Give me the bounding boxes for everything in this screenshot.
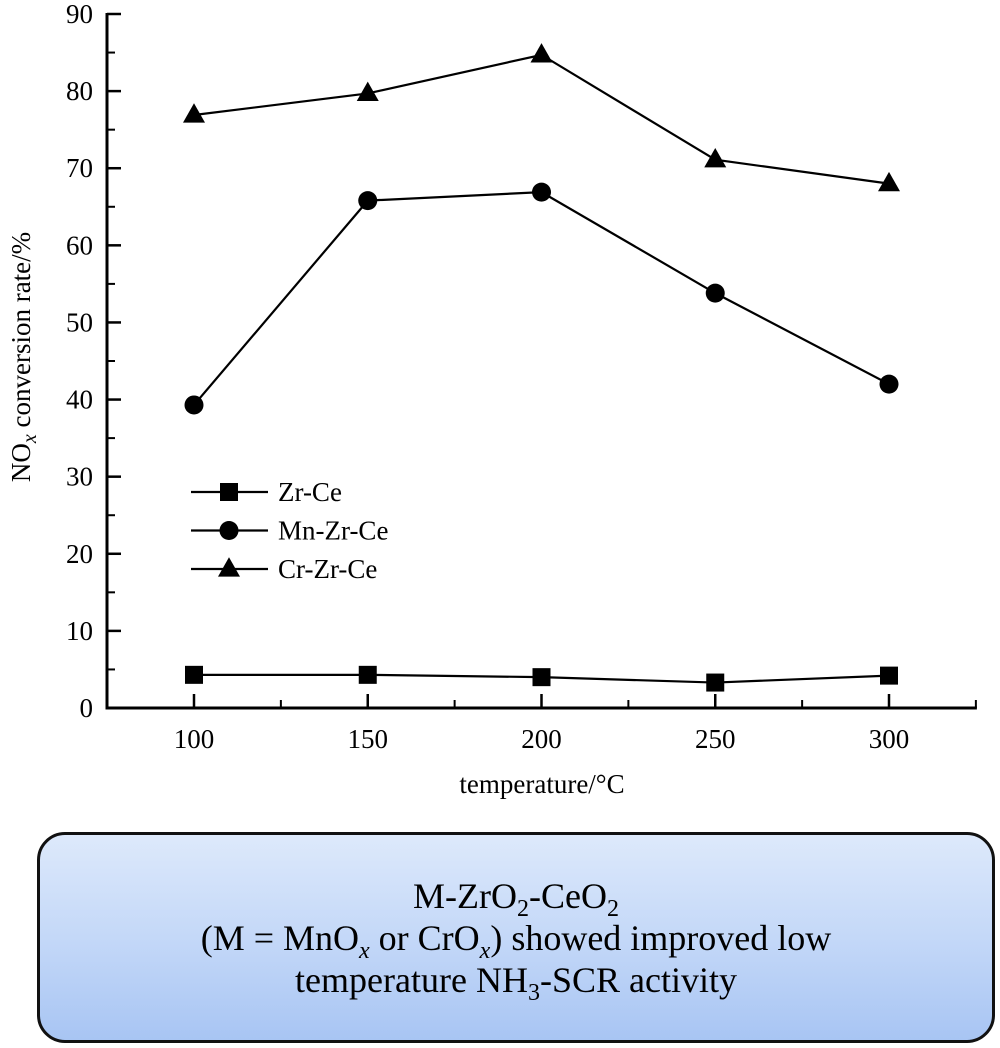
summary-subscript-italic: x xyxy=(479,937,491,964)
circle-marker xyxy=(532,182,551,202)
legend-label: Zr-Ce xyxy=(278,477,342,507)
y-tick-label: 90 xyxy=(66,0,93,29)
circle-marker xyxy=(184,395,204,415)
circle-marker xyxy=(358,191,378,211)
x-tick-label: 100 xyxy=(174,724,215,754)
summary-text: -SCR activity xyxy=(539,959,737,1000)
x-tick-label: 250 xyxy=(695,724,736,754)
x-axis-title: temperature/°C xyxy=(459,769,624,799)
triangle-marker xyxy=(530,43,553,63)
y-axis-title: NOx conversion rate/% xyxy=(6,232,41,482)
summary-subscript: 2 xyxy=(606,895,619,922)
summary-text: ) showed improved low xyxy=(490,917,832,958)
x-tick-label: 150 xyxy=(348,724,389,754)
triangle-marker xyxy=(183,103,205,123)
y-axis-title-subscript: x xyxy=(19,434,41,444)
legend-square-icon xyxy=(220,483,238,501)
legend-label: Cr-Zr-Ce xyxy=(278,554,377,584)
y-tick-label: 0 xyxy=(80,693,94,723)
summary-text: M-ZrO xyxy=(413,875,517,916)
summary-subscript: x xyxy=(480,938,491,964)
triangle-marker xyxy=(356,81,379,102)
summary-text: (M = MnO xyxy=(200,917,360,958)
legend-item: Zr-Ce xyxy=(191,477,342,507)
y-tick-label: 20 xyxy=(66,539,93,569)
x-tick-label: 300 xyxy=(869,724,910,754)
series-zr-ce xyxy=(185,665,898,692)
summary-subscript-italic: x xyxy=(359,937,370,964)
y-tick-label: 10 xyxy=(66,616,93,646)
series-cr-zr-ce xyxy=(183,43,900,192)
square-marker xyxy=(185,665,203,684)
y-tick-label: 30 xyxy=(66,462,93,492)
y-axis-title-prefix: NO xyxy=(6,443,36,482)
summary-line-2: (M = MnOx or CrOx) showed improved low xyxy=(200,917,832,963)
circle-marker xyxy=(705,283,725,303)
y-tick-label: 60 xyxy=(66,230,93,260)
legend-item: Mn-Zr-Ce xyxy=(191,516,388,546)
summary-text: temperature NH xyxy=(295,959,528,1000)
square-marker xyxy=(706,673,725,692)
series-line xyxy=(193,191,890,406)
square-marker xyxy=(358,665,377,684)
circle-marker xyxy=(879,374,899,394)
legend-item: Cr-Zr-Ce xyxy=(191,554,377,584)
summary-text: -CeO xyxy=(529,875,607,916)
summary-subscript: 2 xyxy=(517,895,529,922)
summary-text: or CrO xyxy=(369,917,480,958)
y-ticks: 0 10 20 30 40 50 60 70 80 90 xyxy=(66,0,121,723)
y-tick-label: 50 xyxy=(66,307,93,337)
axes: 0 10 20 30 40 50 60 70 80 90 100 150 200 250 300 xyxy=(66,0,977,754)
legend: Zr-Ce Mn-Zr-Ce Cr-Zr-Ce xyxy=(191,477,388,584)
summary-subscript: x xyxy=(359,938,370,964)
nox-conversion-chart: 0 10 20 30 40 50 60 70 80 90 100 150 200 250 300 temp… xyxy=(6,0,977,799)
legend-circle-icon xyxy=(219,521,239,540)
legend-triangle-icon xyxy=(218,557,240,577)
y-tick-label: 40 xyxy=(66,385,93,415)
series-group xyxy=(183,43,900,692)
square-marker xyxy=(880,666,898,685)
legend-label: Mn-Zr-Ce xyxy=(278,516,388,546)
summary-line-3: temperature NH3-SCR activity xyxy=(295,959,737,1005)
x-tick-label: 200 xyxy=(521,724,562,754)
series-mn-zr-ce xyxy=(184,182,899,415)
y-tick-label: 80 xyxy=(66,76,93,106)
summary-line-1: M-ZrO2-CeO2 xyxy=(413,875,619,921)
summary-box: M-ZrO2-CeO2 (M = MnOx or CrOx) showed im… xyxy=(37,832,995,1043)
square-marker xyxy=(532,668,551,687)
y-axis-title-suffix: conversion rate/% xyxy=(6,232,36,434)
summary-subscript: 3 xyxy=(527,979,540,1006)
x-ticks: 100 150 200 250 300 xyxy=(174,694,910,754)
y-tick-label: 70 xyxy=(66,153,93,183)
series-line xyxy=(193,53,890,185)
triangle-marker xyxy=(704,147,727,168)
triangle-marker xyxy=(878,171,900,192)
